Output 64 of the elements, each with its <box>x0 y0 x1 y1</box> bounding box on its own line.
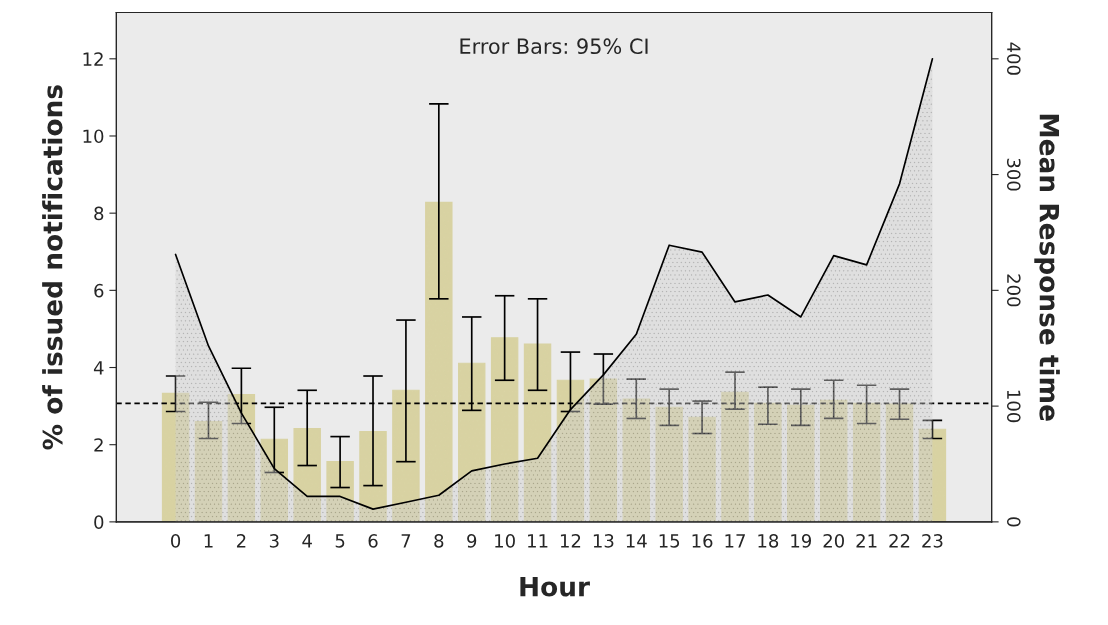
bar <box>589 378 618 522</box>
bar <box>359 431 387 522</box>
x-tick-label: 22 <box>889 534 910 548</box>
x-tick-label: 18 <box>758 534 779 548</box>
y-tick-label: 10 <box>83 129 104 144</box>
x-tick-label: 3 <box>269 534 279 548</box>
bar <box>721 391 749 522</box>
bar <box>852 402 881 522</box>
y-tick-label: 6 <box>94 283 104 298</box>
x-tick-label: 0 <box>171 534 181 548</box>
x-tick-label: 21 <box>856 534 877 548</box>
bar <box>523 343 552 522</box>
y-tick-label: 4 <box>93 361 104 375</box>
bar <box>161 392 190 522</box>
x-tick-label: 7 <box>401 534 411 548</box>
bar <box>490 337 519 522</box>
y-tick-label: 2 <box>94 438 103 452</box>
bar <box>425 201 453 522</box>
x-tick-label: 15 <box>659 534 680 548</box>
x-tick-label: 19 <box>791 534 812 548</box>
y2-tick-label: 400 <box>1006 42 1021 75</box>
y2-tick-label: 200 <box>1006 274 1021 307</box>
bar <box>293 427 321 522</box>
bar <box>885 403 914 522</box>
bar <box>918 428 947 522</box>
x-tick-label: 23 <box>922 534 943 548</box>
bar <box>556 379 585 522</box>
bar <box>326 461 354 522</box>
bar <box>787 404 815 522</box>
x-tick-label: 17 <box>725 534 745 548</box>
x-tick-label: 2 <box>236 534 246 548</box>
y2-axis-title: Mean Response time <box>1034 114 1060 421</box>
bar <box>260 438 289 522</box>
x-tick-label: 12 <box>560 534 581 548</box>
x-tick-label: 16 <box>692 534 713 548</box>
bar <box>392 389 420 522</box>
bar <box>754 402 782 522</box>
bar <box>819 399 848 522</box>
y-tick-label: 0 <box>94 515 104 529</box>
x-tick-label: 9 <box>467 534 477 548</box>
bar <box>227 393 256 522</box>
y2-tick-label: 100 <box>1006 390 1021 423</box>
x-tick-label: 4 <box>302 534 312 548</box>
x-tick-label: 20 <box>823 534 844 548</box>
bar <box>622 398 650 522</box>
x-tick-label: 13 <box>593 534 614 548</box>
y2-tick-label: 0 <box>1006 517 1021 527</box>
x-tick-label: 11 <box>528 534 548 548</box>
bar <box>458 362 486 522</box>
annotation: Error Bars: 95% CI <box>460 38 648 55</box>
x-axis-title: Hour <box>520 576 590 597</box>
y2-tick-label: 300 <box>1006 158 1021 191</box>
y-axis-title: % of issued notifications <box>42 85 63 450</box>
y-tick-label: 12 <box>83 52 103 66</box>
x-tick-label: 14 <box>626 534 647 548</box>
y-tick-label: 8 <box>94 206 104 221</box>
x-tick-label: 6 <box>368 534 378 548</box>
bar <box>688 416 716 522</box>
bar <box>194 420 223 522</box>
x-tick-label: 1 <box>204 534 213 548</box>
bar <box>655 406 683 522</box>
x-tick-label: 5 <box>335 534 345 548</box>
x-tick-label: 10 <box>495 534 515 548</box>
x-tick-label: 8 <box>434 534 444 548</box>
